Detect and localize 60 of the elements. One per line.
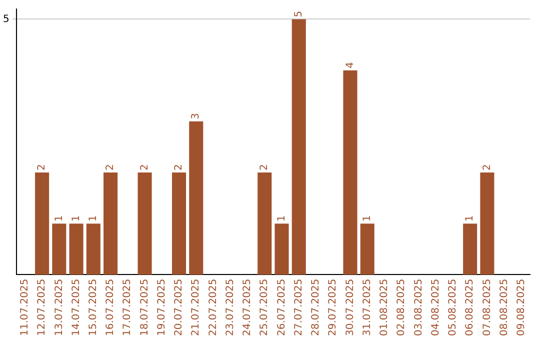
x-tick-label: 17.07.2025	[122, 278, 134, 336]
data-label: 1	[464, 215, 476, 222]
data-label: 4	[344, 62, 356, 68]
x-tick-label: 02.08.2025	[396, 278, 408, 336]
x-tick-label: 04.08.2025	[430, 278, 442, 336]
bar	[258, 172, 272, 275]
bar	[189, 121, 204, 275]
bar	[172, 172, 186, 275]
x-tick-label: 06.08.2025	[464, 278, 476, 336]
x-tick-label: 15.07.2025	[88, 278, 99, 336]
x-tick-label: 25.07.2025	[259, 278, 270, 336]
x-tick-label: 03.08.2025	[413, 278, 424, 336]
x-tick-label: 11.07.2025	[20, 278, 31, 336]
bar	[104, 172, 118, 275]
bar	[138, 172, 152, 275]
x-tick-label: 16.07.2025	[105, 278, 116, 336]
data-label: 1	[54, 215, 65, 222]
x-tick-label: 24.07.2025	[242, 278, 254, 336]
x-tick-label: 05.08.2025	[448, 278, 459, 336]
bar	[35, 172, 50, 275]
x-tick-label: 27.07.2025	[293, 278, 304, 336]
x-tick-label: 09.08.2025	[516, 278, 528, 336]
x-tick-label: 21.07.2025	[190, 278, 202, 336]
x-tick-label: 26.07.2025	[276, 278, 288, 336]
data-label: 1	[88, 215, 99, 222]
bar	[343, 70, 358, 275]
x-tick-label: 08.08.2025	[498, 278, 510, 336]
x-tick-label: 12.07.2025	[36, 278, 48, 336]
x-tick-label: 31.07.2025	[362, 278, 373, 336]
bar	[292, 19, 306, 275]
bar	[86, 224, 100, 275]
x-tick-label: 23.07.2025	[224, 278, 236, 336]
data-label: 3	[190, 113, 202, 120]
x-tick-label: 01.08.2025	[379, 278, 390, 336]
bar	[360, 224, 374, 275]
x-tick-label: 28.07.2025	[310, 278, 322, 336]
x-tick-label: 19.07.2025	[156, 278, 168, 336]
data-label: 2	[174, 164, 185, 171]
data-label: 2	[36, 164, 48, 171]
bar	[69, 224, 84, 275]
data-label: 2	[105, 164, 116, 171]
bar	[480, 172, 494, 275]
x-tick-label: 18.07.2025	[139, 278, 150, 336]
data-label: 2	[139, 164, 150, 171]
x-tick-label: 13.07.2025	[54, 278, 65, 336]
x-tick-label: 30.07.2025	[344, 278, 356, 336]
x-tick-label: 29.07.2025	[328, 278, 339, 336]
bar	[274, 224, 289, 275]
x-tick-label: 14.07.2025	[70, 278, 82, 336]
data-label: 2	[259, 164, 270, 171]
data-label: 2	[482, 164, 493, 171]
x-tick-label: 20.07.2025	[174, 278, 185, 336]
data-label: 5	[293, 10, 304, 18]
bar	[52, 224, 66, 275]
bar	[463, 224, 478, 275]
data-label: 1	[70, 215, 82, 222]
data-label: 1	[276, 215, 288, 222]
x-tick-label: 22.07.2025	[208, 278, 219, 336]
data-label: 1	[362, 215, 373, 222]
x-tick-label: 07.08.2025	[482, 278, 493, 336]
